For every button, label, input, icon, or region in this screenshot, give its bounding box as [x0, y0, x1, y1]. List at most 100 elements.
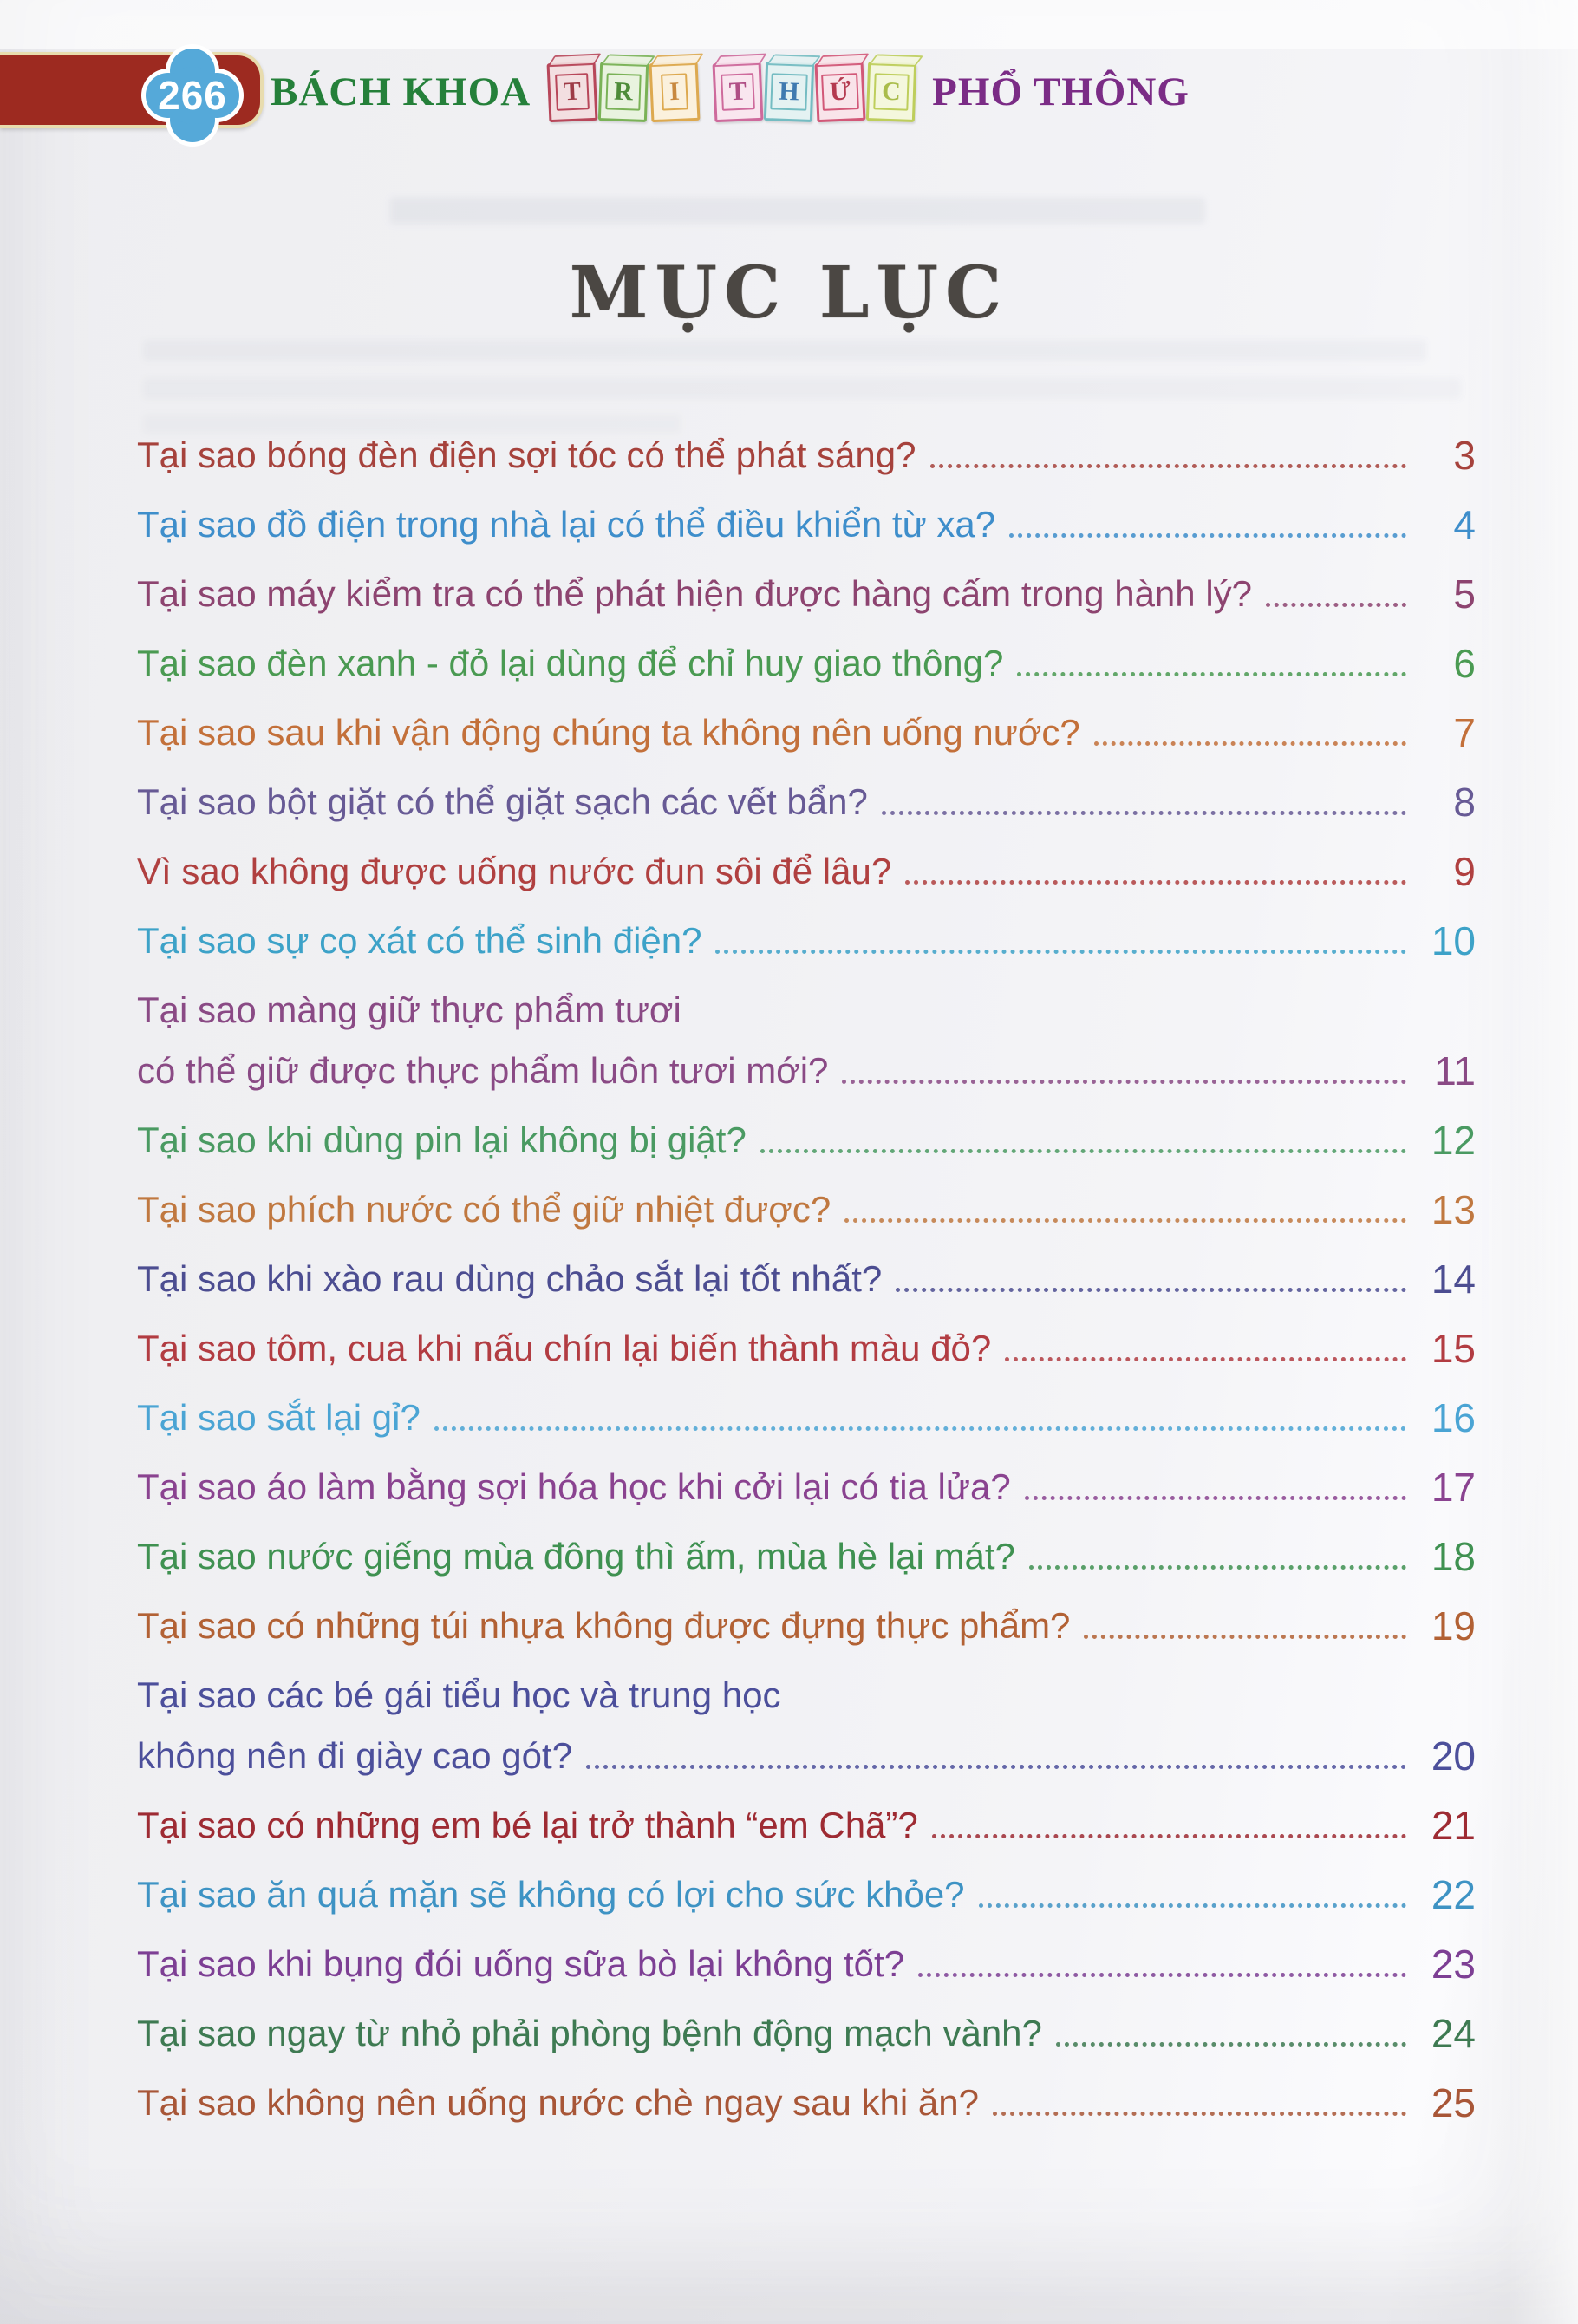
brand-block-letter: T: [721, 73, 756, 111]
toc-entry-text: Tại sao có những túi nhựa không được đựn…: [137, 1605, 1071, 1646]
toc-entry: Tại sao không nên uống nước chè ngay sau…: [137, 2079, 1476, 2126]
brand-part2: PHỔ THÔNG: [932, 69, 1190, 114]
dot-leader: [1093, 741, 1406, 746]
toc-entry-text: Tại sao sự cọ xát có thể sinh điện?: [137, 920, 702, 961]
dot-leader: [896, 1288, 1406, 1292]
toc-entry-text: Tại sao sắt lại gỉ?: [137, 1397, 421, 1438]
dot-leader: [586, 1765, 1406, 1769]
toc-page-number: 25: [1431, 2080, 1476, 2125]
toc-entry-text: Tại sao khi bụng đói uống sữa bò lại khô…: [137, 1943, 905, 1984]
toc-entry-text: Tại sao sau khi vận động chúng ta không …: [137, 712, 1080, 753]
toc-page-number: 21: [1431, 1803, 1476, 1848]
brand-block: T: [712, 61, 764, 123]
brand-block: R: [598, 62, 649, 122]
toc-page-number: 6: [1453, 641, 1476, 686]
toc-entry-text: Tại sao đồ điện trong nhà lại có thể điề…: [137, 504, 996, 545]
toc-page-number: 4: [1453, 502, 1476, 547]
brand-block-letter: H: [770, 73, 808, 111]
toc-page-number: 14: [1431, 1257, 1476, 1302]
toc-entry-text: không nên đi giày cao gót?: [137, 1735, 573, 1776]
dot-leader: [434, 1426, 1406, 1431]
dot-leader: [1055, 2042, 1406, 2047]
toc-entry: Tại sao bột giặt có thể giặt sạch các vế…: [137, 779, 1476, 826]
toc-page-number: 19: [1431, 1603, 1476, 1648]
dot-leader: [1266, 603, 1406, 607]
toc-entry-line: Tại sao có những em bé lại trở thành “em…: [137, 1802, 1476, 1849]
toc-entry-line: Tại sao tôm, cua khi nấu chín lại biến t…: [137, 1325, 1476, 1372]
toc-page-number: 20: [1431, 1733, 1476, 1779]
toc-entry-line: Tại sao áo làm bằng sợi hóa học khi cởi …: [137, 1464, 1476, 1511]
toc-entry-line: Tại sao các bé gái tiểu học và trung học: [137, 1672, 1476, 1719]
toc-page-number: 11: [1434, 1048, 1476, 1093]
dot-leader: [931, 1834, 1406, 1838]
toc-entry-line: Tại sao ngay từ nhỏ phải phòng bệnh động…: [137, 2010, 1476, 2057]
dot-leader: [760, 1149, 1406, 1153]
toc-page-number: 8: [1453, 780, 1476, 825]
brand-block: C: [866, 62, 917, 122]
toc-entry: Tại sao khi xào rau dùng chảo sắt lại tố…: [137, 1256, 1476, 1302]
toc-page-number: 10: [1431, 918, 1476, 963]
toc-page-number: 18: [1431, 1534, 1476, 1579]
toc-entry-line: Tại sao khi xào rau dùng chảo sắt lại tố…: [137, 1256, 1476, 1302]
dot-leader: [905, 880, 1406, 885]
toc-page-number: 15: [1431, 1326, 1476, 1371]
toc-page-number: 13: [1431, 1187, 1476, 1232]
toc-entry-text: Tại sao khi dùng pin lại không bị giật?: [137, 1120, 747, 1160]
toc-entry-text: Tại sao ăn quá mặn sẽ không có lợi cho s…: [137, 1874, 965, 1915]
page-title: MỤC LỤC: [569, 251, 1009, 335]
toc-entry-text: Tại sao màng giữ thực phẩm tươi: [137, 989, 681, 1030]
toc-entry-line: có thể giữ được thực phẩm luôn tươi mới?…: [137, 1048, 1476, 1094]
toc-entry: Tại sao phích nước có thể giữ nhiệt được…: [137, 1186, 1476, 1233]
toc-entry: Vì sao không được uống nước đun sôi để l…: [137, 848, 1476, 895]
dot-leader: [1024, 1496, 1406, 1500]
toc-page-number: 3: [1453, 433, 1476, 478]
toc-entry-line: Tại sao không nên uống nước chè ngay sau…: [137, 2079, 1476, 2126]
brand-block-letter: Ứ: [821, 73, 860, 111]
toc-entry: Tại sao tôm, cua khi nấu chín lại biến t…: [137, 1325, 1476, 1372]
toc-entry: Tại sao khi dùng pin lại không bị giật? 1…: [137, 1117, 1476, 1164]
toc-entry-line: Tại sao máy kiểm tra có thể phát hiện đư…: [137, 571, 1476, 617]
toc-entry: Tại sao sau khi vận động chúng ta không …: [137, 709, 1476, 756]
toc-entry-text: Tại sao phích nước có thể giữ nhiệt được…: [137, 1189, 831, 1230]
toc-page-number: 22: [1431, 1872, 1476, 1917]
toc-entry-text: Vì sao không được uống nước đun sôi để l…: [137, 851, 892, 891]
toc-entry-text: Tại sao nước giếng mùa đông thì ấm, mùa …: [137, 1536, 1015, 1577]
toc-entry: Tại sao có những túi nhựa không được đựn…: [137, 1603, 1476, 1649]
dot-leader: [929, 464, 1406, 468]
page-number-badge: 266: [137, 40, 248, 151]
toc-entry-text: Tại sao máy kiểm tra có thể phát hiện đư…: [137, 573, 1253, 614]
brand-part1: BÁCH KHOA: [271, 69, 531, 114]
dot-leader: [881, 811, 1406, 815]
cloud-badge-icon: [141, 44, 244, 147]
toc-entry-line: Tại sao đèn xanh - đỏ lại dùng để chỉ hu…: [137, 640, 1476, 687]
dot-leader: [978, 1903, 1406, 1908]
dot-leader: [1017, 672, 1406, 676]
toc-entry: Tại sao khi bụng đói uống sữa bò lại khô…: [137, 1941, 1476, 1988]
toc-entry-text: Tại sao không nên uống nước chè ngay sau…: [137, 2082, 979, 2123]
toc-entry-line: Tại sao khi dùng pin lại không bị giật? 1…: [137, 1117, 1476, 1164]
ghost-bleed-line: [143, 415, 681, 434]
toc-entry-text: Tại sao có những em bé lại trở thành “em…: [137, 1805, 918, 1845]
toc-entry-text: Tại sao bột giặt có thể giặt sạch các vế…: [137, 781, 868, 822]
toc-entry: Tại sao có những em bé lại trở thành “em…: [137, 1802, 1476, 1849]
toc-entry-line: Tại sao sắt lại gỉ? 16: [137, 1394, 1476, 1441]
page-top-light: [0, 0, 1578, 49]
toc-entry-line: không nên đi giày cao gót? 20: [137, 1733, 1476, 1779]
toc-entry-line: Tại sao sau khi vận động chúng ta không …: [137, 709, 1476, 756]
toc-entry: Tại sao ăn quá mặn sẽ không có lợi cho s…: [137, 1871, 1476, 1918]
dot-leader: [918, 1973, 1406, 1977]
brand-block: H: [764, 62, 815, 122]
toc-page-number: 9: [1453, 849, 1476, 894]
toc-entry-text: Tại sao khi xào rau dùng chảo sắt lại tố…: [137, 1258, 883, 1299]
brand-block: T: [546, 61, 598, 123]
toc-entry: Tại sao đồ điện trong nhà lại có thể điề…: [137, 501, 1476, 548]
toc-page-number: 7: [1453, 710, 1476, 755]
toc-entry-line: Tại sao sự cọ xát có thể sinh điện? 10: [137, 917, 1476, 964]
brand-block-letter: R: [605, 73, 642, 111]
brand-block-letter: T: [555, 73, 590, 111]
toc-entry-line: Tại sao phích nước có thể giữ nhiệt được…: [137, 1186, 1476, 1233]
ghost-bleed-line: [143, 378, 1461, 399]
